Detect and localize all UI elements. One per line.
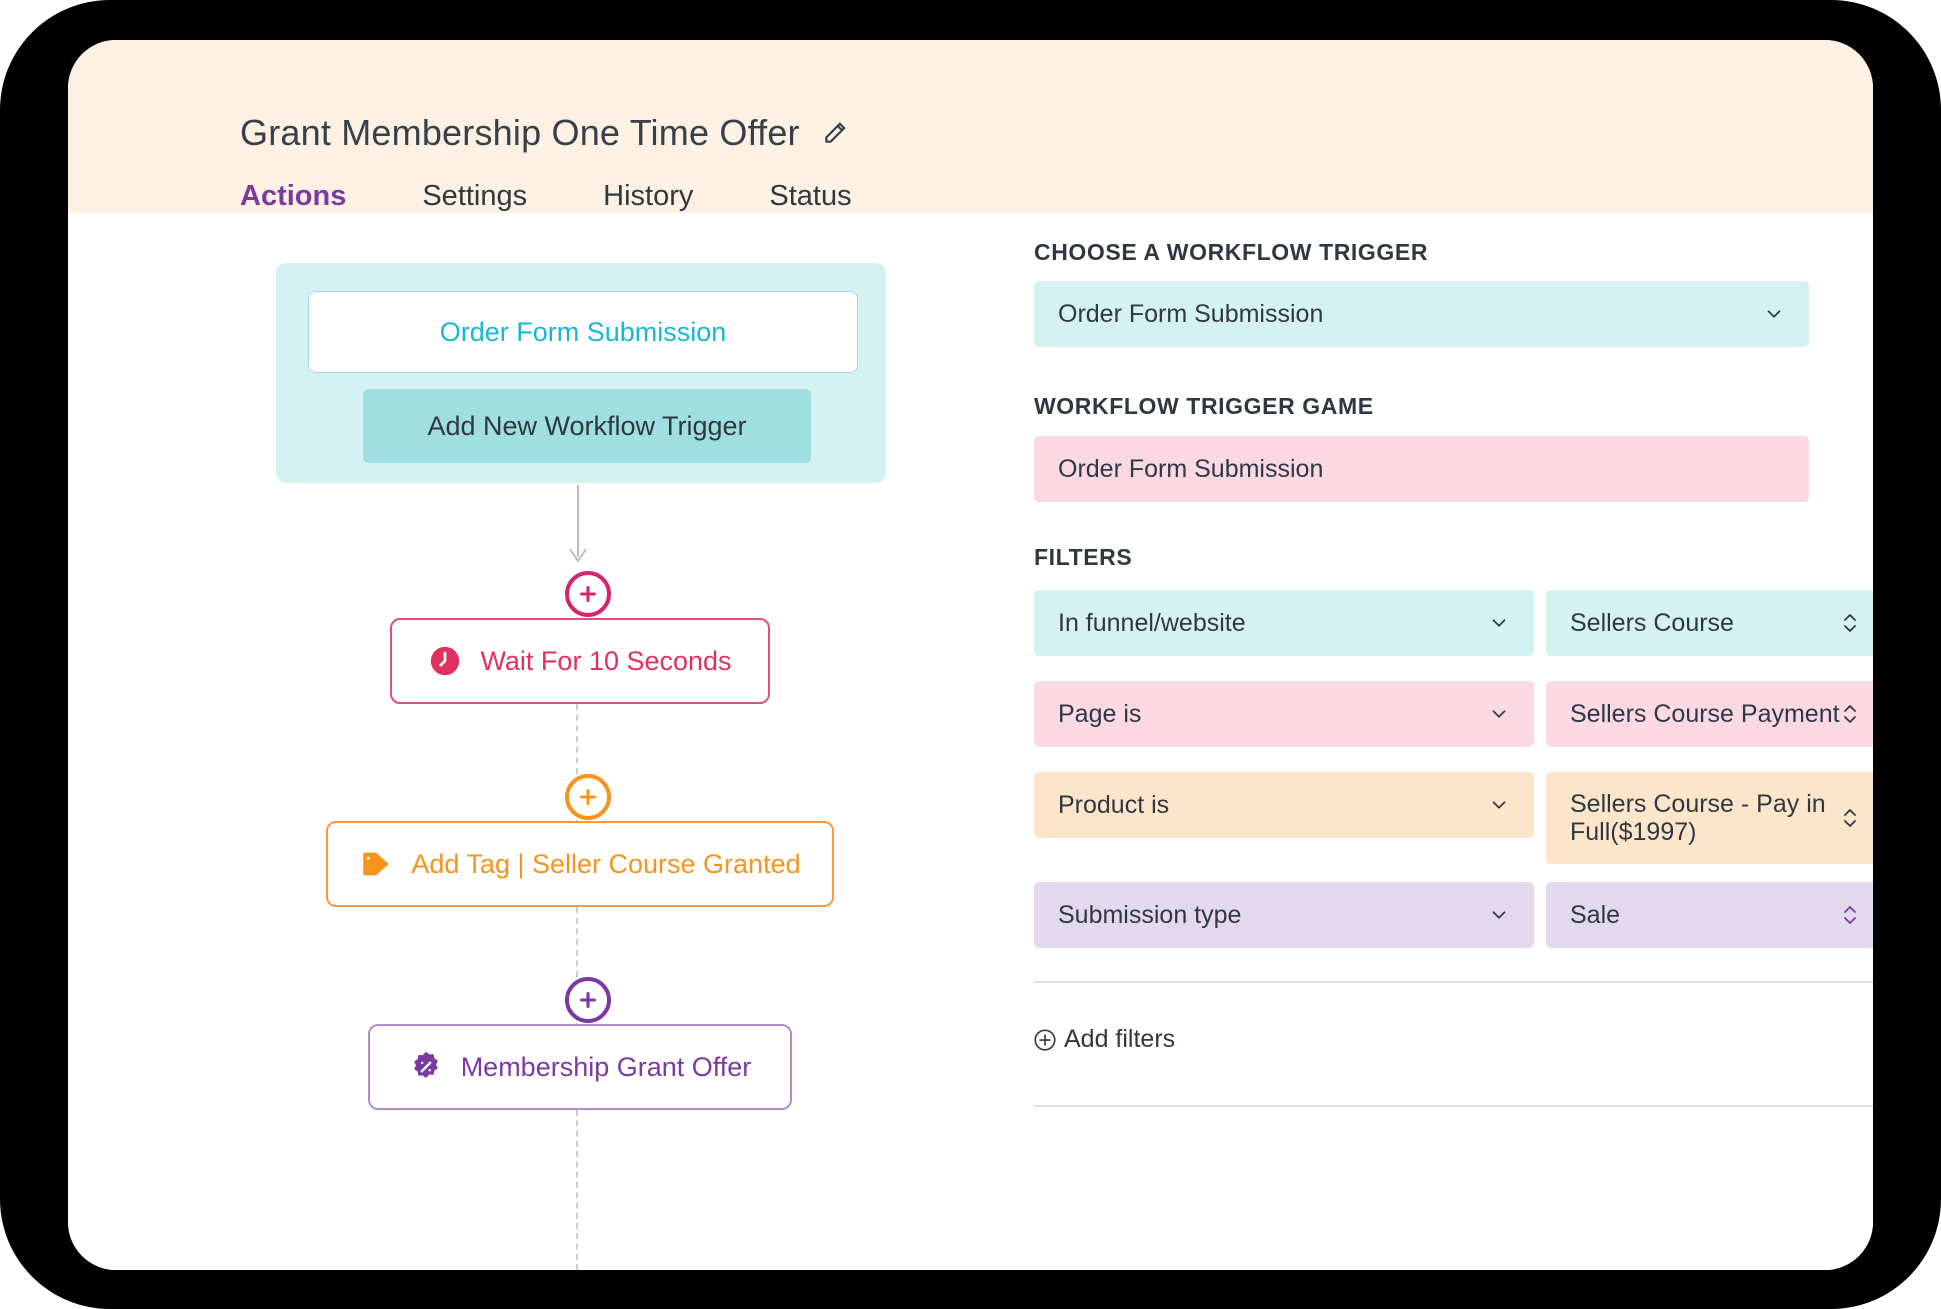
chevron-down-icon <box>1492 911 1506 919</box>
tab-status[interactable]: Status <box>769 180 852 212</box>
flow-connector <box>576 907 580 977</box>
filter-condition-4[interactable]: Submission type <box>1034 882 1534 948</box>
app-screen: Grant Membership One Time Offer Actions … <box>68 40 1873 1270</box>
tag-icon <box>363 852 390 876</box>
filter-value-3[interactable]: Sellers Course - Pay in Full($1997) <box>1546 772 1873 864</box>
flow-connector <box>576 704 580 774</box>
add-filters-button[interactable]: Add filters <box>1032 1025 1175 1054</box>
add-step-button-3[interactable] <box>565 977 611 1023</box>
trigger-game-value: Order Form Submission <box>1034 436 1809 502</box>
filter-condition-1[interactable]: In funnel/website <box>1034 590 1534 656</box>
chevron-down-icon <box>1492 619 1506 627</box>
stepper-updown-icon <box>1844 809 1856 827</box>
tab-history[interactable]: History <box>603 180 694 212</box>
stepper-updown-icon <box>1844 614 1856 632</box>
filter-value-4-label: Sale <box>1570 900 1621 929</box>
clock-icon <box>431 646 460 676</box>
plus-circle-icon <box>580 992 596 1008</box>
flow-arrow-icon <box>569 485 587 563</box>
stepper-updown-icon <box>1844 705 1856 723</box>
filter-condition-3[interactable]: Product is <box>1034 772 1534 838</box>
filters-label: FILTERS <box>1034 544 1133 570</box>
page-title: Grant Membership One Time Offer <box>240 112 800 153</box>
add-filters-label: Add filters <box>1064 1025 1176 1053</box>
stepper-updown-icon <box>1844 906 1856 924</box>
filters-divider <box>1034 981 1873 983</box>
app-header: Grant Membership One Time Offer Actions … <box>68 40 1873 235</box>
filter-value-1-label: Sellers Course <box>1570 608 1734 637</box>
choose-trigger-label: CHOOSE A WORKFLOW TRIGGER <box>1034 239 1429 265</box>
workflow-trigger-game-label: WORKFLOW TRIGGER GAME <box>1034 393 1374 419</box>
filter-condition-2-label: Page is <box>1058 699 1142 728</box>
tab-settings[interactable]: Settings <box>422 180 528 212</box>
filter-condition-3-label: Product is <box>1058 790 1170 819</box>
node-add-tag[interactable]: Add Tag | Seller Course Granted <box>326 821 834 907</box>
filter-condition-4-label: Submission type <box>1058 900 1242 929</box>
node-membership-grant[interactable]: Membership Grant Offer <box>368 1024 792 1110</box>
plus-circle-icon <box>580 586 596 602</box>
node-wait[interactable]: Wait For 10 Seconds <box>390 618 770 704</box>
tab-bar: Actions Settings History Status <box>240 180 852 235</box>
filter-value-3-label: Sellers Course - Pay in Full($1997) <box>1570 789 1826 847</box>
add-step-button-1[interactable] <box>565 571 611 617</box>
badge-percent-icon <box>413 1051 438 1079</box>
filter-value-2-label: Sellers Course Payment <box>1570 699 1840 728</box>
chevron-down-icon <box>1492 710 1506 718</box>
plus-circle-icon <box>1034 1028 1056 1051</box>
trigger-settings-panel: CHOOSE A WORKFLOW TRIGGER Order Form Sub… <box>968 213 1873 1270</box>
trigger-select[interactable]: Order Form Submission <box>1034 281 1809 347</box>
chevron-down-icon <box>1767 310 1781 318</box>
actions-divider <box>1034 1105 1873 1107</box>
trigger-chip[interactable]: Order Form Submission <box>308 291 858 373</box>
trigger-group: Order Form Submission Add New Workflow T… <box>276 263 886 483</box>
pencil-icon[interactable] <box>822 120 848 146</box>
node-membership-grant-label: Membership Grant Offer <box>460 1051 752 1082</box>
filter-condition-2[interactable]: Page is <box>1034 681 1534 747</box>
filter-value-4[interactable]: Sale <box>1546 882 1873 948</box>
add-new-workflow-trigger-button[interactable]: Add New Workflow Trigger <box>363 389 811 463</box>
trigger-select-value: Order Form Submission <box>1058 299 1324 328</box>
filter-value-2[interactable]: Sellers Course Payment <box>1546 681 1873 747</box>
node-wait-label: Wait For 10 Seconds <box>480 645 732 676</box>
filter-condition-1-label: In funnel/website <box>1058 608 1246 637</box>
body-area: Order Form Submission Add New Workflow T… <box>68 213 1873 1270</box>
node-add-tag-label: Add Tag | Seller Course Granted <box>411 848 801 879</box>
chevron-down-icon <box>1492 801 1506 809</box>
plus-circle-icon <box>580 789 596 805</box>
title-row: Grant Membership One Time Offer <box>240 112 848 154</box>
add-step-button-2[interactable] <box>565 774 611 820</box>
workflow-canvas: Order Form Submission Add New Workflow T… <box>68 213 968 1270</box>
flow-connector <box>576 1110 580 1270</box>
filter-value-1[interactable]: Sellers Course <box>1546 590 1873 656</box>
